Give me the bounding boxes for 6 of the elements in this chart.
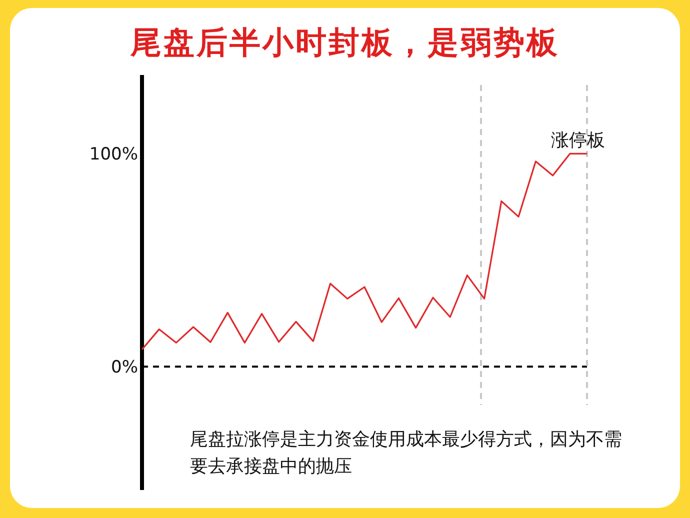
y-tick-label: 0% [111,358,138,378]
line-series [141,152,588,350]
annotation: 涨停板 [551,130,605,151]
annotation: 尾盘拉涨停是主力资金使用成本最少得方式，因为不需要去承接盘中的抛压 [190,428,623,479]
y-tick-label: 100% [89,144,138,165]
chart-title: 尾盘后半小时封板，是弱势板 [129,24,560,63]
